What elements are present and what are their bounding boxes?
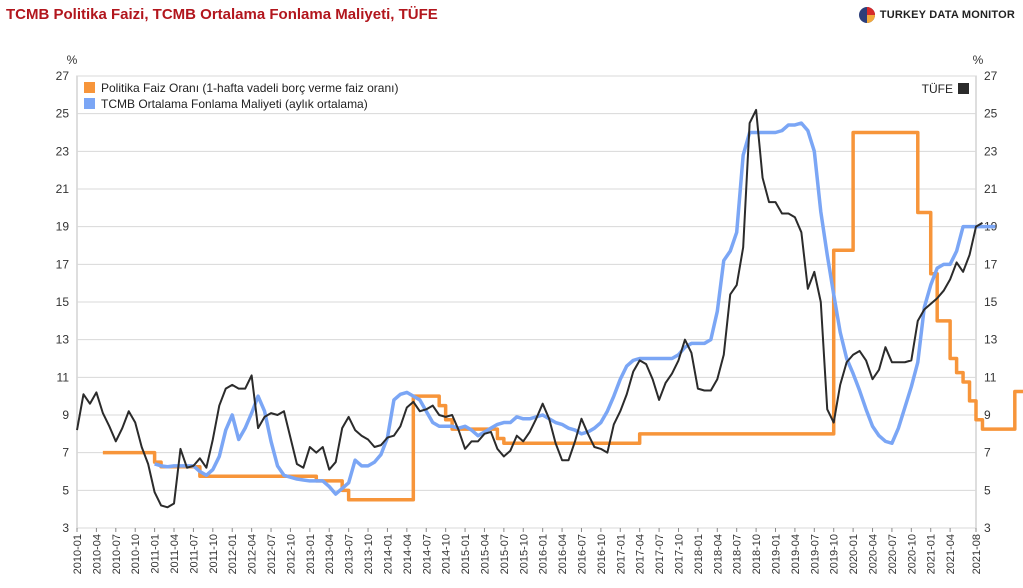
x-tick-label: 2012-04: [247, 534, 259, 574]
y-tick-label-left: 15: [56, 295, 70, 309]
x-tick-label: 2018-07: [732, 534, 744, 574]
x-tick-label: 2019-04: [790, 534, 802, 574]
x-tick-label: 2018-04: [712, 534, 724, 574]
y-tick-label-right: 9: [984, 408, 991, 422]
y-tick-label-left: 23: [56, 144, 70, 158]
x-tick-label: 2017-04: [635, 534, 647, 574]
x-tick-label: 2018-01: [693, 534, 705, 574]
x-tick-label: 2012-01: [227, 534, 239, 574]
legend-label-cpi: TÜFE: [922, 82, 953, 96]
x-tick-label: 2020-07: [887, 534, 899, 574]
y-tick-label-left: 9: [62, 408, 69, 422]
logo: TURKEY DATA MONITOR: [858, 6, 1015, 24]
x-tick-label: 2015-01: [460, 534, 472, 574]
series-line-cpi: [76, 108, 983, 509]
y-tick-label-left: 21: [56, 182, 70, 196]
y-tick-label-left: 13: [56, 333, 70, 347]
x-tick-label: 2013-04: [324, 534, 336, 574]
x-tick-label: 2021-08: [971, 534, 983, 574]
series-line-funding: [154, 121, 996, 496]
x-tick-label: 2020-04: [868, 534, 880, 574]
x-tick-label: 2010-01: [72, 534, 84, 574]
x-tick-label: 2018-10: [751, 534, 763, 574]
x-tick-label: 2017-07: [654, 534, 666, 574]
x-tick-label: 2020-01: [848, 534, 860, 574]
y-tick-label-left: 5: [62, 483, 69, 497]
x-tick-label: 2014-04: [402, 534, 414, 574]
series-line-policy: [102, 130, 1023, 502]
logo-text: TURKEY DATA MONITOR: [879, 9, 1015, 21]
x-tick-label: 2013-07: [344, 534, 356, 574]
x-tick-label: 2010-07: [111, 534, 123, 574]
x-tick-label: 2019-01: [771, 534, 783, 574]
x-tick-label: 2013-10: [363, 534, 375, 574]
y-tick-label-left: 3: [62, 521, 69, 535]
x-tick-label: 2012-10: [285, 534, 297, 574]
x-tick-label: 2016-01: [538, 534, 550, 574]
x-tick-label: 2014-01: [382, 534, 394, 574]
x-tick-label: 2010-04: [91, 534, 103, 574]
legend-label-policy: Politika Faiz Oranı (1-hafta vadeli borç…: [101, 81, 398, 95]
legend-label-funding: TCMB Ortalama Fonlama Maliyeti (aylık or…: [101, 97, 368, 111]
y-tick-label-right: 3: [984, 521, 991, 535]
legend-swatch-policy: [84, 82, 95, 93]
x-tick-label: 2011-01: [150, 534, 162, 574]
y-tick-label-right: 17: [984, 257, 998, 271]
y-tick-label-right: 21: [984, 182, 998, 196]
x-tick-label: 2020-10: [906, 534, 918, 574]
y-tick-label-right: 5: [984, 483, 991, 497]
y-tick-label-right: 27: [984, 69, 998, 83]
y-axis-unit-right: %: [973, 53, 984, 67]
y-axis-unit-left: %: [67, 53, 78, 67]
x-tick-label: 2017-10: [673, 534, 685, 574]
x-tick-label: 2015-04: [479, 534, 491, 574]
x-tick-label: 2014-10: [441, 534, 453, 574]
x-tick-label: 2016-10: [596, 534, 608, 574]
y-tick-label-left: 25: [56, 107, 70, 121]
logo-icon: [858, 7, 875, 23]
y-tick-label-left: 19: [56, 220, 70, 234]
x-tick-label: 2019-10: [829, 534, 841, 574]
x-tick-label: 2014-07: [421, 534, 433, 574]
x-tick-label: 2015-07: [499, 534, 511, 574]
y-tick-label-left: 11: [57, 370, 70, 384]
legend-swatch-cpi: [958, 83, 969, 94]
y-tick-label-right: 15: [984, 295, 998, 309]
chart-title: TCMB Politika Faizi, TCMB Ortalama Fonla…: [6, 6, 438, 23]
x-tick-label: 2010-10: [130, 534, 142, 574]
x-tick-label: 2021-04: [945, 534, 957, 574]
x-tick-label: 2016-04: [557, 534, 569, 574]
x-tick-label: 2011-10: [208, 534, 220, 574]
y-tick-label-right: 11: [984, 370, 997, 384]
x-tick-label: 2016-07: [576, 534, 588, 574]
x-tick-label: 2011-07: [188, 534, 200, 574]
y-tick-label-right: 25: [984, 107, 998, 121]
x-tick-label: 2011-04: [169, 534, 181, 574]
y-tick-label-right: 13: [984, 333, 998, 347]
y-tick-label-left: 27: [56, 69, 70, 83]
x-tick-label: 2012-07: [266, 534, 278, 574]
x-tick-label: 2015-10: [518, 534, 530, 574]
legend-swatch-funding: [84, 98, 95, 109]
x-tick-label: 2013-01: [305, 534, 317, 574]
x-tick-label: 2019-07: [809, 534, 821, 574]
y-tick-label-left: 17: [56, 257, 70, 271]
y-tick-label-right: 23: [984, 144, 998, 158]
x-tick-label: 2021-01: [926, 534, 938, 574]
x-tick-label: 2017-01: [615, 534, 627, 574]
y-tick-label-left: 7: [62, 446, 69, 460]
y-tick-label-right: 7: [984, 446, 991, 460]
